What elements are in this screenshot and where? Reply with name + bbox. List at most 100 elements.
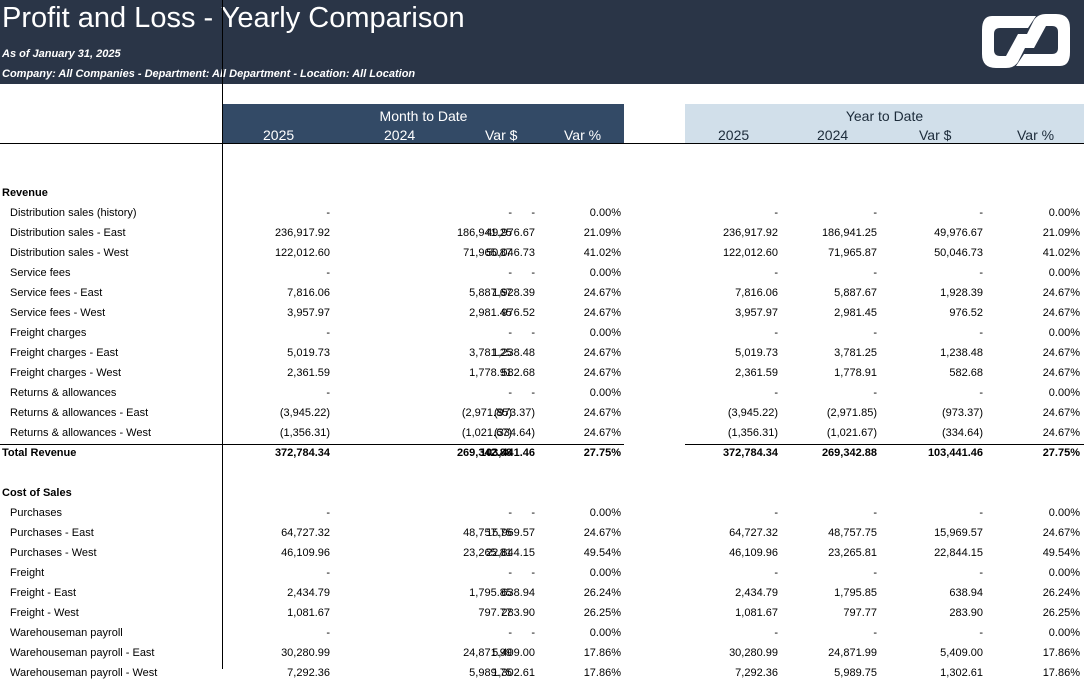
ytd-cell-2025: 1,081.67 <box>735 607 778 619</box>
ytd-cell-var-dollar: 50,046.73 <box>934 247 983 259</box>
mtd-cell-2025: 122,012.60 <box>274 247 330 259</box>
row-label: Returns & allowances - West <box>10 427 152 439</box>
mtd-cell-2024: - <box>508 507 512 519</box>
ytd-cell-2024: - <box>873 507 877 519</box>
ytd-cell-var-pct: 21.09% <box>1042 227 1080 239</box>
ytd-cell-var-dollar: 582.68 <box>949 367 983 379</box>
blank-row <box>0 464 1084 484</box>
table-row: Freight - West 1,081.67 797.77 283.90 26.25%… <box>0 604 1084 624</box>
blank-row <box>0 164 1084 184</box>
ytd-cell-2024: - <box>873 627 877 639</box>
row-label: Returns & allowances <box>10 387 117 399</box>
row-label: Purchases <box>10 507 62 519</box>
mtd-cell-var-dollar: 5,409.00 <box>492 647 535 659</box>
company-logo-icon <box>982 14 1070 68</box>
ytd-cell-var-pct: 26.24% <box>1042 587 1080 599</box>
ytd-cell-var-pct: 0.00% <box>1048 267 1080 279</box>
row-label: Purchases - West <box>10 547 97 559</box>
mtd-cell-2024: 186,941.25 <box>456 227 512 239</box>
mtd-cell-2025: 64,727.32 <box>281 527 330 539</box>
mtd-col-var-pct: Var % <box>564 127 602 143</box>
mtd-cell-2025: 2,361.59 <box>287 367 330 379</box>
mtd-cell-var-dollar: - <box>531 507 535 519</box>
table-row: Purchases - - - 0.00% - - - 0.00% <box>0 504 1084 524</box>
ytd-cell-var-pct: 24.67% <box>1042 427 1080 439</box>
row-label: Distribution sales - West <box>10 247 129 259</box>
row-label: Freight charges - West <box>10 367 122 379</box>
table-row: Purchases - West 46,109.96 23,265.81 22,844… <box>0 544 1084 564</box>
mtd-col-var-dollar: Var $ <box>485 127 518 143</box>
mtd-cell-2024: (1,021.67) <box>461 427 512 439</box>
mtd-cell-2024: 2,981.45 <box>469 307 512 319</box>
ytd-cell-var-dollar: - <box>979 267 983 279</box>
table-row: Returns & allowances - - - 0.00% - - - 0.00% <box>0 384 1084 404</box>
ytd-cell-2024: - <box>873 267 877 279</box>
mtd-cell-var-pct: 24.67% <box>583 407 621 419</box>
mtd-cell-2025: - <box>326 627 330 639</box>
ytd-col-2025: 2025 <box>718 127 750 143</box>
table-row: Warehouseman payroll - - - 0.00% - - - 0.00% <box>0 624 1084 644</box>
ytd-cell-2024: (2,971.85) <box>826 407 877 419</box>
mtd-cell-var-dollar: 22,844.15 <box>486 547 535 559</box>
ytd-cell-2025: - <box>774 267 778 279</box>
ytd-cell-var-pct: 0.00% <box>1048 387 1080 399</box>
ytd-cell-var-pct: 0.00% <box>1048 627 1080 639</box>
as-of-date: As of January 31, 2025 <box>2 48 121 60</box>
ytd-cell-var-dollar: (973.37) <box>942 407 983 419</box>
ytd-cell-2025: (1,356.31) <box>727 427 778 439</box>
row-label: Service fees - East <box>10 287 103 299</box>
ytd-cell-2025: 236,917.92 <box>722 227 778 239</box>
mtd-cell-2024: 5,887.67 <box>469 287 512 299</box>
month-to-date-header: Month to Date 2025 2024 Var $ Var % <box>223 104 624 143</box>
ytd-cell-2025: 30,280.99 <box>729 647 778 659</box>
report-title: Profit and Loss - Yearly Comparison <box>2 2 465 34</box>
mtd-cell-var-dollar: 1,928.39 <box>492 287 535 299</box>
mtd-cell-var-pct: 0.00% <box>589 507 621 519</box>
ytd-cell-2024: 48,757.75 <box>828 527 877 539</box>
table-row: Freight - East 2,434.79 1,795.85 638.94 26.2… <box>0 584 1084 604</box>
ytd-cell-2024: 269,342.88 <box>821 447 877 459</box>
mtd-cell-var-dollar: - <box>531 207 535 219</box>
mtd-cell-var-pct: 0.00% <box>589 267 621 279</box>
row-label: Revenue <box>2 187 48 199</box>
ytd-cell-var-dollar: - <box>979 507 983 519</box>
mtd-cell-2025: 372,784.34 <box>274 447 330 459</box>
ytd-cell-2025: - <box>774 207 778 219</box>
ytd-cell-var-pct: 0.00% <box>1048 507 1080 519</box>
ytd-cell-2025: 7,816.06 <box>735 287 778 299</box>
table-row: Warehouseman payroll - West 7,292.36 5,989… <box>0 664 1084 684</box>
mtd-cell-2025: 7,816.06 <box>287 287 330 299</box>
mtd-cell-2024: - <box>508 327 512 339</box>
ytd-cell-var-pct: 17.86% <box>1042 647 1080 659</box>
mtd-cell-2025: 5,019.73 <box>287 347 330 359</box>
row-label: Service fees - West <box>10 307 106 319</box>
ytd-cell-var-dollar: 15,969.57 <box>934 527 983 539</box>
ytd-cell-var-dollar: 1,238.48 <box>940 347 983 359</box>
mtd-cell-var-dollar: 49,976.67 <box>486 227 535 239</box>
table-row: Warehouseman payroll - East 30,280.99 24,8… <box>0 644 1084 664</box>
table-row: Distribution sales - West 122,012.60 71,96… <box>0 244 1084 264</box>
mtd-cell-var-pct: 0.00% <box>589 327 621 339</box>
mtd-cell-2025: - <box>326 507 330 519</box>
ytd-cell-2024: 5,887.67 <box>834 287 877 299</box>
mtd-cell-var-dollar: 50,046.73 <box>486 247 535 259</box>
ytd-cell-var-pct: 0.00% <box>1048 327 1080 339</box>
row-label: Purchases - East <box>10 527 94 539</box>
mtd-cell-2025: (3,945.22) <box>279 407 330 419</box>
ytd-cell-var-pct: 27.75% <box>1042 447 1080 459</box>
mtd-cell-2024: (2,971.85) <box>461 407 512 419</box>
mtd-cell-var-dollar: - <box>531 627 535 639</box>
ytd-cell-2025: - <box>774 567 778 579</box>
mtd-cell-2025: - <box>326 387 330 399</box>
row-label: Warehouseman payroll <box>10 627 123 639</box>
mtd-cell-2024: 269,342.88 <box>456 447 512 459</box>
ytd-cell-var-dollar: 5,409.00 <box>940 647 983 659</box>
ytd-cell-2024: (1,021.67) <box>826 427 877 439</box>
ytd-cell-var-pct: 0.00% <box>1048 207 1080 219</box>
row-label: Freight <box>10 567 45 579</box>
mtd-cell-2024: 71,965.87 <box>463 247 512 259</box>
ytd-cell-var-dollar: - <box>979 387 983 399</box>
mtd-cell-var-pct: 26.24% <box>583 587 621 599</box>
mtd-cell-2025: 236,917.92 <box>274 227 330 239</box>
mtd-cell-2025: 2,434.79 <box>287 587 330 599</box>
